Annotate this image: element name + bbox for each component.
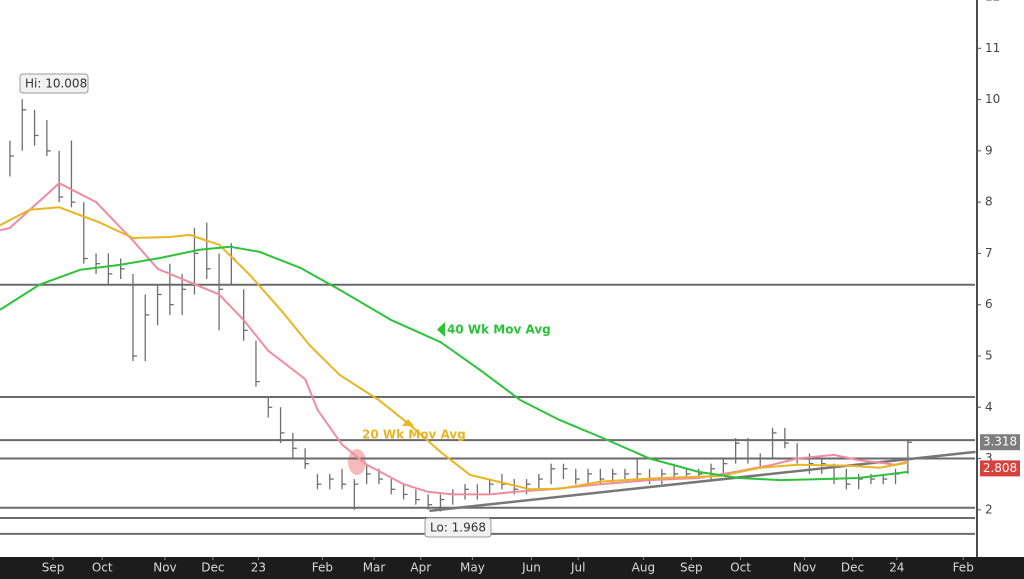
series-marker — [437, 322, 445, 337]
series-marker — [402, 419, 414, 426]
x-tick-label: Dec — [201, 561, 224, 575]
moving-average-line — [0, 181, 909, 496]
y-tick-label: 5 — [985, 348, 993, 362]
annotation-high: Hi: 10.008 — [25, 77, 87, 91]
price-label-box — [980, 460, 1020, 477]
annotation-low: Lo: 1.968 — [430, 521, 486, 535]
price-label: 3.318 — [983, 435, 1017, 449]
x-tick-label: Feb — [953, 561, 974, 575]
x-tick-label: Dec — [841, 561, 864, 575]
y-tick-label: 2 — [985, 502, 993, 516]
x-tick-label: Oct — [730, 561, 751, 575]
x-tick-label: Nov — [793, 561, 816, 575]
x-tick-label: 23 — [251, 561, 266, 575]
annotation-box — [19, 73, 89, 94]
x-tick-label: Jun — [521, 561, 541, 575]
moving-average-line — [0, 245, 908, 482]
y-tick-label: 10 — [985, 92, 1000, 106]
x-tick-label: Nov — [153, 561, 176, 575]
x-tick-label: Jul — [570, 561, 585, 575]
y-tick-label: 8 — [985, 195, 993, 209]
x-tick-label: Aug — [632, 561, 655, 575]
y-tick-label: 3 — [985, 451, 993, 465]
price-label-box — [980, 434, 1020, 451]
x-tick-label: Sep — [680, 561, 703, 575]
y-tick-label: 7 — [985, 246, 993, 260]
y-tick-label: 11 — [985, 41, 1000, 55]
x-tick-label: Feb — [312, 561, 333, 575]
x-tick-label: May — [460, 561, 485, 575]
x-axis-strip — [0, 557, 1024, 579]
y-tick-label: 6 — [985, 297, 993, 311]
x-tick-label: Oct — [92, 561, 113, 575]
x-tick-label: Mar — [363, 561, 386, 575]
y-tick-label: 4 — [985, 400, 993, 414]
price-label: 2.808 — [983, 461, 1017, 475]
series-label: 20 Wk Mov Avg — [362, 428, 466, 442]
x-tick-label: Apr — [410, 561, 431, 575]
x-tick-label: Sep — [42, 561, 65, 575]
highlight-marker — [348, 449, 366, 475]
annotation-box — [424, 517, 492, 538]
y-tick-label: 12 — [985, 0, 1000, 4]
series-label: 40 Wk Mov Avg — [447, 323, 551, 337]
x-tick-label: 24 — [889, 561, 904, 575]
y-tick-label: 9 — [985, 143, 993, 157]
trendline — [429, 450, 976, 513]
